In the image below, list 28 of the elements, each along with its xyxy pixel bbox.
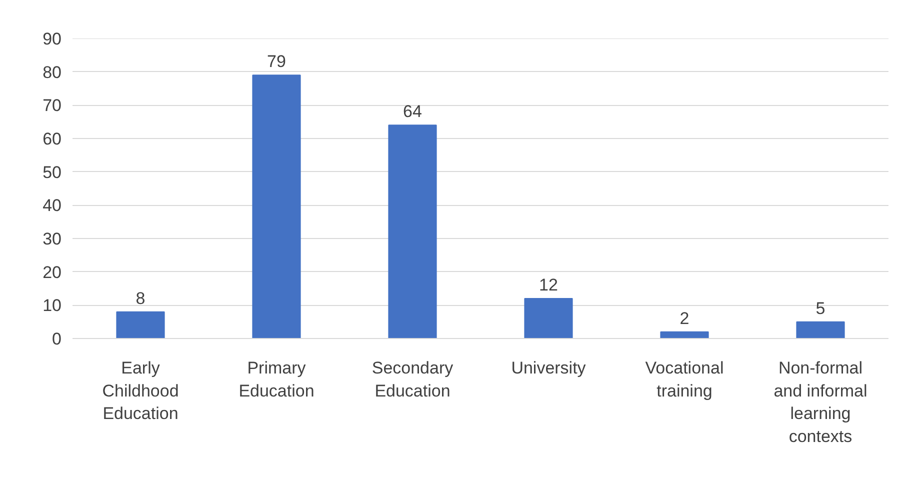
x-tick-label: University	[511, 358, 586, 378]
y-tick-label: 70	[42, 96, 62, 116]
y-tick-label: 10	[42, 296, 62, 316]
y-tick-label: 80	[42, 62, 62, 82]
data-label: 64	[403, 102, 422, 122]
bar	[116, 311, 165, 338]
x-tick-label: Early Childhood Education	[102, 358, 179, 424]
data-label: 5	[816, 298, 826, 318]
bar	[796, 321, 845, 338]
bar	[388, 124, 437, 338]
y-tick-label: 60	[42, 130, 62, 148]
y-tick-label: 20	[42, 262, 62, 282]
bar	[252, 74, 301, 338]
data-label: 8	[136, 288, 146, 308]
x-tick-label: Secondary Education	[372, 358, 454, 400]
y-tick-label: 30	[42, 230, 62, 248]
y-tick-label: 40	[42, 196, 62, 216]
x-tick-label: Non-formal and informal learning contexts	[774, 358, 868, 446]
x-tick-label: Vocational training	[645, 358, 724, 400]
y-tick-label: 90	[42, 30, 62, 48]
data-label: 2	[680, 308, 690, 328]
x-tick-label: Primary Education	[238, 358, 314, 400]
data-label: 79	[267, 52, 286, 72]
data-label: 12	[539, 276, 558, 294]
bar	[660, 331, 709, 338]
bar	[524, 298, 573, 338]
y-tick-label: 0	[52, 330, 62, 348]
y-tick-label: 50	[42, 162, 62, 182]
